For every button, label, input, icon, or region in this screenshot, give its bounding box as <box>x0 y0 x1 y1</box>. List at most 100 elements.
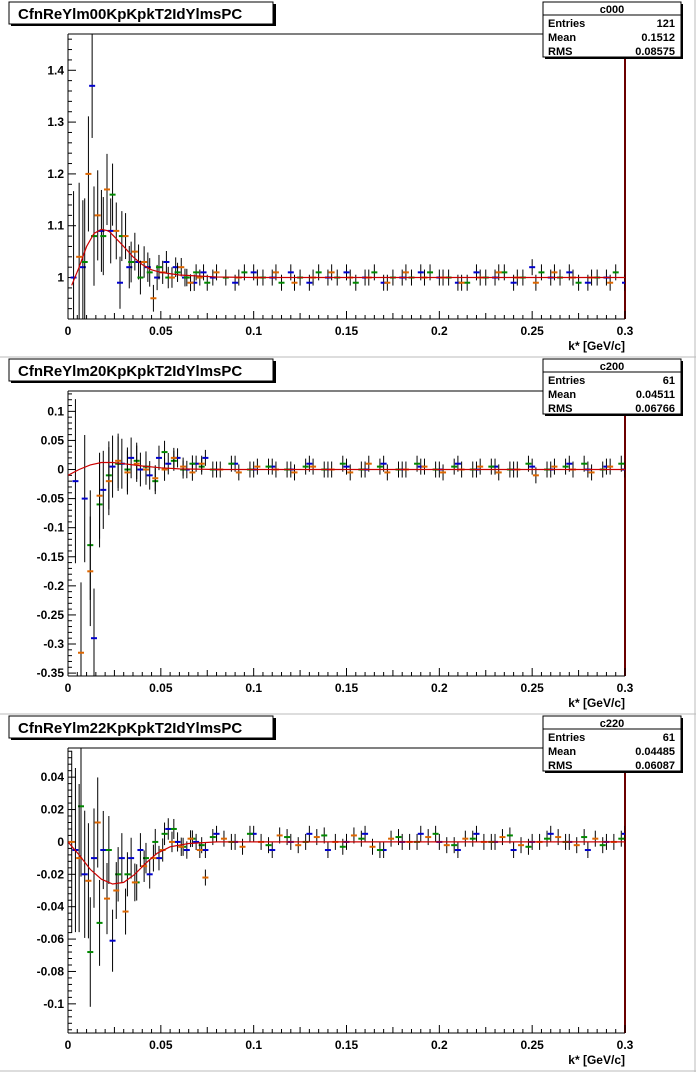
x-tick-label: 0.1 <box>245 681 262 695</box>
x-tick-label: 0.15 <box>335 681 359 695</box>
x-tick-label: 0 <box>65 681 72 695</box>
stats-box-shadow-right <box>681 361 683 416</box>
x-tick-label: 0.2 <box>431 1038 448 1052</box>
x-tick-label: 0.05 <box>149 324 173 338</box>
title-box-shadow-right <box>273 4 276 26</box>
stats-value: 0.06087 <box>635 760 675 772</box>
stats-value: 121 <box>657 18 675 30</box>
stats-box-frame <box>542 1 682 58</box>
title-box-shadow-bottom <box>11 381 276 383</box>
x-tick-label: 0.25 <box>520 324 544 338</box>
stats-key: RMS <box>548 46 572 58</box>
x-tick-label: 0.25 <box>520 681 544 695</box>
fit-curve <box>68 461 625 476</box>
y-tick-label: 0.05 <box>41 433 65 447</box>
stats-box: c200 Entries 61 Mean 0.04511 RMS 0.06766 <box>542 358 683 416</box>
x-tick-label: 0.25 <box>520 1038 544 1052</box>
stats-box-frame <box>542 358 682 415</box>
y-tick-label: -0.08 <box>37 964 65 978</box>
stats-box-frame <box>542 715 682 772</box>
y-tick-label: 0.02 <box>41 803 65 817</box>
y-tick-label: 0 <box>57 463 64 477</box>
stats-value: 0.08575 <box>635 46 675 58</box>
x-tick-label: 0.3 <box>617 1038 634 1052</box>
stats-name: c200 <box>600 361 624 373</box>
y-tick-label: -0.1 <box>43 521 64 535</box>
pad-background <box>0 358 696 712</box>
y-tick-label: 1.1 <box>47 219 64 233</box>
y-tick-label: -0.1 <box>43 997 64 1011</box>
x-tick-label: 0.3 <box>617 681 634 695</box>
chart-panel-0: 0 0.05 0.1 0.15 0.2 0.25 0.3k* [GeV/c] 1 1.1 1.2 1… <box>0 1 696 355</box>
title-box: CfnReYlm00KpKpkT2IdYlmsPC <box>8 1 276 26</box>
chart-title: CfnReYlm22KpKpkT2IdYlmsPC <box>18 720 242 737</box>
stats-box: c220 Entries 61 Mean 0.04485 RMS 0.06087 <box>542 715 683 773</box>
y-tick-label: 1.4 <box>47 63 64 77</box>
series-2 <box>77 433 614 676</box>
x-axis-label: k* [GeV/c] <box>568 1053 625 1067</box>
title-box: CfnReYlm22KpKpkT2IdYlmsPC <box>8 715 276 740</box>
title-box-shadow-bottom <box>11 24 276 26</box>
stats-value: 0.04511 <box>636 389 675 401</box>
stats-key: Mean <box>548 32 576 44</box>
fit-curve <box>68 841 625 885</box>
data-layer <box>70 34 625 319</box>
stats-key: RMS <box>548 403 572 415</box>
title-box: CfnReYlm20KpKpkT2IdYlmsPC <box>8 358 276 383</box>
y-tick-label: -0.2 <box>43 579 64 593</box>
y-tick-label: -0.05 <box>37 492 65 506</box>
stats-name: c000 <box>600 4 624 16</box>
stats-box-shadow-bottom <box>545 414 683 416</box>
title-box-shadow-bottom <box>11 738 276 740</box>
stats-box: c000 Entries 121 Mean 0.1512 RMS 0.08575 <box>542 1 683 59</box>
stats-key: RMS <box>548 760 572 772</box>
stats-value: 61 <box>663 732 675 744</box>
title-box-shadow-right <box>273 361 276 383</box>
chart-panel-1: 0 0.05 0.1 0.15 0.2 0.25 0.3k* [GeV/c] 0.1 0.05 0… <box>0 356 696 712</box>
y-tick-label: 1 <box>57 271 64 285</box>
stats-key: Mean <box>548 746 576 758</box>
fit-curve <box>71 228 625 286</box>
x-tick-label: 0.1 <box>245 1038 262 1052</box>
stats-box-shadow-bottom <box>545 771 683 773</box>
y-tick-label: -0.15 <box>37 550 65 564</box>
stats-key: Entries <box>548 18 585 30</box>
stats-name: c220 <box>600 718 624 730</box>
data-layer <box>68 748 625 1007</box>
pad-background <box>0 1 696 355</box>
stats-value: 0.04485 <box>635 746 675 758</box>
x-axis-label: k* [GeV/c] <box>568 696 625 710</box>
stats-key: Entries <box>548 732 585 744</box>
y-tick-label: -0.02 <box>37 867 65 881</box>
x-tick-label: 0.1 <box>245 324 262 338</box>
x-tick-label: 0 <box>65 1038 72 1052</box>
stats-value: 0.06766 <box>635 403 675 415</box>
y-tick-label: -0.35 <box>37 666 65 680</box>
x-tick-label: 0.3 <box>617 324 634 338</box>
x-tick-label: 0.2 <box>431 681 448 695</box>
stats-key: Entries <box>548 375 585 387</box>
y-tick-label: -0.3 <box>43 637 64 651</box>
stats-value: 0.1512 <box>641 32 675 44</box>
y-tick-label: -0.25 <box>37 608 65 622</box>
y-tick-label: 0 <box>57 835 64 849</box>
x-tick-label: 0.15 <box>335 1038 359 1052</box>
x-tick-label: 0.05 <box>149 1038 173 1052</box>
y-tick-label: 1.3 <box>47 115 64 129</box>
y-tick-label: -0.06 <box>37 932 65 946</box>
title-box-shadow-right <box>273 718 276 740</box>
chart-title: CfnReYlm00KpKpkT2IdYlmsPC <box>18 6 242 23</box>
y-tick-label: -0.04 <box>37 900 65 914</box>
stats-box-shadow-right <box>681 4 683 59</box>
chart-title: CfnReYlm20KpKpkT2IdYlmsPC <box>18 363 242 380</box>
stats-box-shadow-right <box>681 718 683 773</box>
data-layer <box>68 399 625 676</box>
chart-panel-2: 0 0.05 0.1 0.15 0.2 0.25 0.3k* [GeV/c] 0.04 0.02… <box>0 713 696 1069</box>
x-tick-label: 0.15 <box>335 324 359 338</box>
y-tick-label: 0.1 <box>47 404 64 418</box>
x-axis-label: k* [GeV/c] <box>568 339 625 353</box>
stats-value: 61 <box>663 375 675 387</box>
x-tick-label: 0.2 <box>431 324 448 338</box>
x-tick-label: 0 <box>65 324 72 338</box>
